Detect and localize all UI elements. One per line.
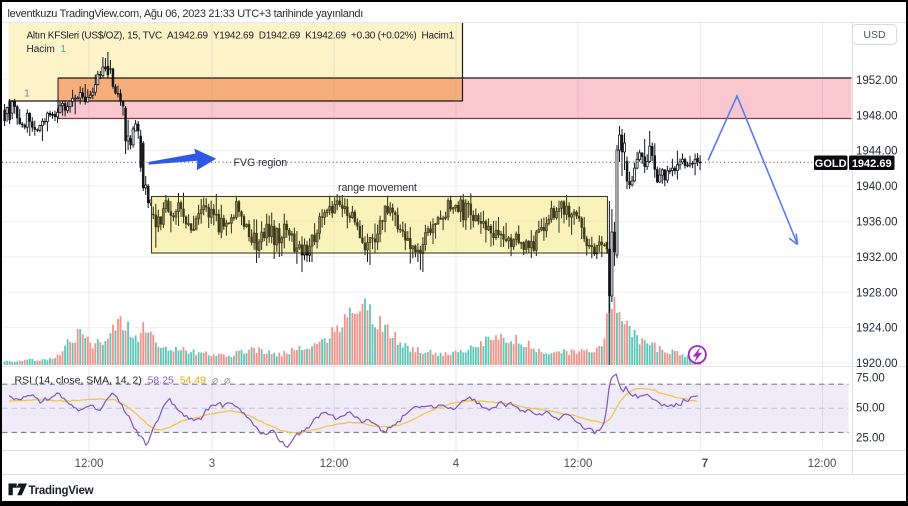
svg-text:FVG region: FVG region (234, 157, 288, 169)
svg-text:range movement: range movement (338, 182, 417, 194)
svg-text:75.00: 75.00 (856, 373, 885, 385)
svg-text:1940.00: 1940.00 (856, 181, 898, 193)
svg-text:leventkuzu TradingView.com, Ağ: leventkuzu TradingView.com, Ağu 06, 2023… (8, 8, 364, 20)
svg-text:GOLD: GOLD (815, 158, 847, 170)
svg-text:12:00: 12:00 (75, 458, 104, 470)
svg-text:4: 4 (453, 458, 460, 470)
svg-text:12:00: 12:00 (564, 458, 593, 470)
svg-text:50.00: 50.00 (856, 403, 885, 415)
svg-text:1952.00: 1952.00 (856, 75, 898, 87)
svg-text:7: 7 (702, 458, 708, 470)
svg-text:12:00: 12:00 (320, 458, 349, 470)
svg-text:1: 1 (24, 88, 30, 100)
svg-text:3: 3 (209, 458, 215, 470)
svg-text:1924.00: 1924.00 (856, 323, 898, 335)
svg-text:1928.00: 1928.00 (856, 287, 898, 299)
svg-text:USD: USD (863, 29, 886, 41)
svg-text:1948.00: 1948.00 (856, 110, 898, 122)
svg-text:12:00: 12:00 (808, 458, 837, 470)
svg-text:1920.00: 1920.00 (856, 358, 898, 370)
svg-text:1932.00: 1932.00 (856, 252, 898, 264)
svg-text:25.00: 25.00 (856, 433, 885, 445)
svg-text:1942.69: 1942.69 (852, 158, 892, 170)
svg-text:1944.00: 1944.00 (856, 146, 898, 158)
svg-text:Hacim 1: Hacim 1 (27, 44, 67, 55)
svg-text:Altın KFSleri (US$/OZ), 15, TV: Altın KFSleri (US$/OZ), 15, TVC A1942.69… (27, 31, 455, 42)
svg-text:TradingView: TradingView (29, 485, 94, 497)
svg-text:1936.00: 1936.00 (856, 217, 898, 229)
svg-text:RSI (14, close, SMA, 14, 2) 5: RSI (14, close, SMA, 14, 2) 58.25 54.49 … (15, 375, 231, 387)
